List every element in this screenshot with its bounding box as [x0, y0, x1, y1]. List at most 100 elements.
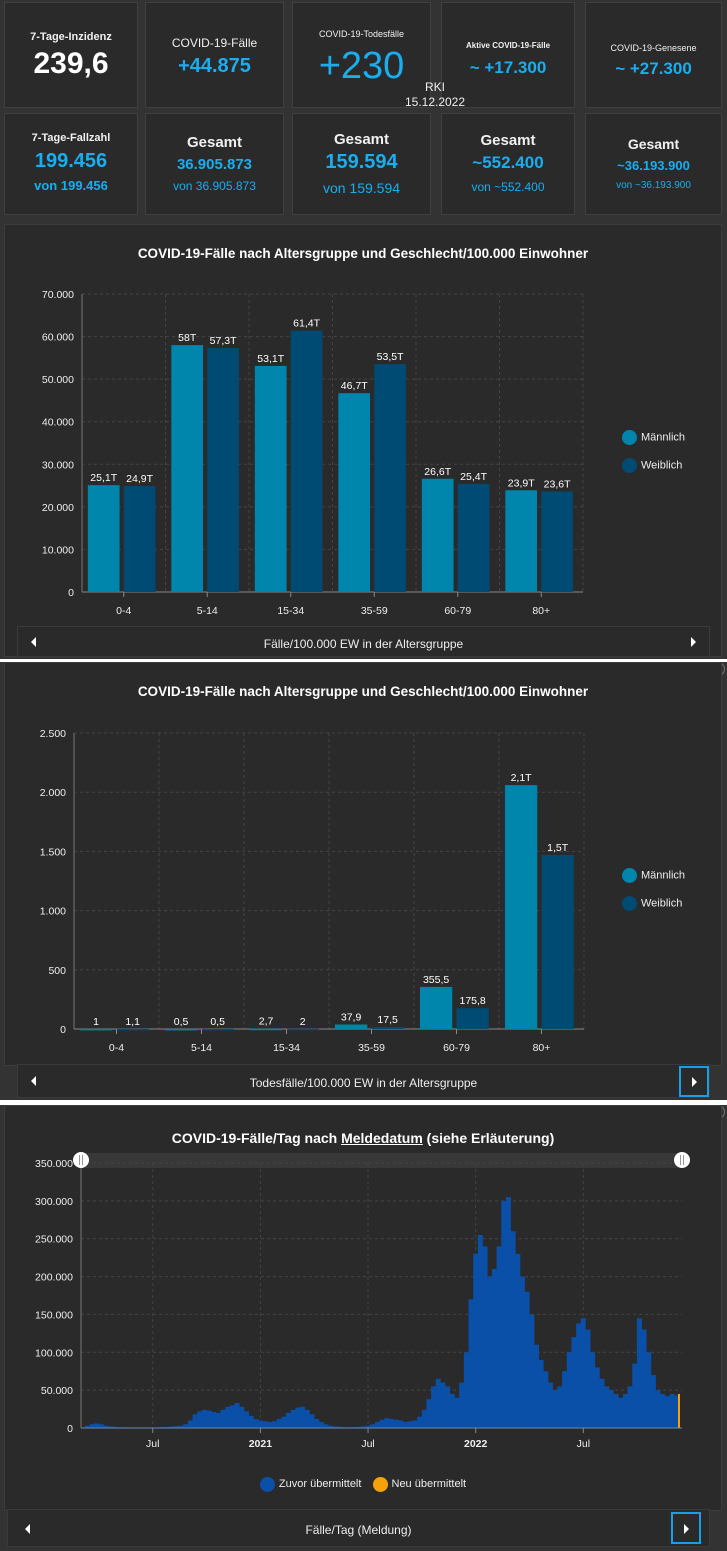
bar-prev: [650, 1375, 656, 1428]
kpi-label: COVID-19-Fälle: [171, 36, 258, 50]
bar-prev: [426, 1399, 432, 1428]
prev-arrow-icon[interactable]: [31, 1076, 36, 1086]
bar-prev: [206, 1410, 212, 1428]
data-label: 0,5: [174, 1016, 189, 1028]
legend-female[interactable]: Weiblich: [622, 896, 682, 911]
bar-prev: [571, 1337, 577, 1428]
range-slider-handle-end[interactable]: [674, 1152, 690, 1168]
x-tick-label: 35-59: [358, 1042, 385, 1054]
bar-prev: [445, 1386, 451, 1428]
next-arrow-icon[interactable]: [691, 637, 696, 647]
bar-male: [338, 393, 371, 592]
bar-male: [249, 1028, 283, 1031]
bar-prev: [211, 1412, 217, 1428]
bar-prev: [524, 1291, 530, 1428]
bar-prev: [169, 1426, 175, 1428]
y-tick-label: 70.000: [42, 289, 74, 301]
kpi-sub: von 199.456: [34, 178, 108, 193]
y-tick-label: 60.000: [42, 332, 74, 344]
kpi-card-fallzahl: 7-Tage-Fallzahl 199.456 von 199.456: [4, 113, 138, 215]
y-tick-label: 150.000: [35, 1309, 73, 1321]
bar-prev: [501, 1200, 507, 1428]
bar-female: [456, 1008, 489, 1029]
legend-male[interactable]: Männlich: [622, 430, 685, 445]
bar-prev: [384, 1418, 390, 1428]
nav-label: Fälle/Tag (Meldung): [305, 1523, 412, 1537]
bar-female: [116, 1028, 149, 1031]
bar-female: [541, 491, 573, 592]
bar-prev: [515, 1253, 521, 1428]
bar-prev: [646, 1352, 652, 1428]
y-tick-label: 0: [68, 587, 74, 599]
bar-prev: [332, 1426, 338, 1428]
kpi-card-genesene-gesamt: Gesamt ~36.193.900 von ~36.193.900: [585, 113, 722, 215]
legend-female[interactable]: Weiblich: [622, 458, 682, 473]
bar-prev: [215, 1412, 221, 1428]
bar-prev: [473, 1253, 479, 1428]
bar-prev: [314, 1418, 320, 1428]
bar-prev: [253, 1418, 259, 1428]
bar-prev: [412, 1420, 418, 1428]
kpi-sub: von 159.594: [322, 180, 401, 196]
data-label: 24,9T: [126, 473, 153, 485]
bar-prev: [585, 1329, 591, 1428]
handle-knob: [674, 1152, 690, 1168]
bar-prev: [557, 1386, 563, 1428]
kpi-label: 7-Tage-Inzidenz: [30, 31, 112, 43]
title-link-meldedatum[interactable]: Meldedatum: [341, 1130, 423, 1146]
bar-prev: [599, 1378, 605, 1428]
bar-prev: [272, 1421, 278, 1428]
x-tick-label: 35-59: [361, 605, 388, 617]
legend-new[interactable]: Neu übermittelt: [372, 1477, 466, 1492]
bar-prev: [229, 1405, 235, 1428]
bar-prev: [276, 1418, 282, 1428]
bar-male: [254, 365, 287, 592]
bar-prev: [85, 1425, 90, 1428]
legend-male[interactable]: Männlich: [622, 868, 685, 883]
y-tick-label: 2.500: [40, 728, 66, 740]
bar-prev: [113, 1426, 119, 1428]
bar-prev: [323, 1424, 329, 1428]
data-label: 23,6T: [544, 479, 571, 491]
bar-prev: [622, 1393, 628, 1428]
legend-label: Männlich: [641, 869, 686, 882]
bar-prev: [239, 1406, 245, 1428]
chart-panel-daily-cases: COVID-19-Fälle/Tag nach Meldedatum (sieh…: [4, 1105, 722, 1511]
bar-prev: [538, 1359, 544, 1428]
prev-arrow-icon[interactable]: [25, 1524, 30, 1534]
next-arrow-icon: [692, 1077, 697, 1087]
x-tick-label: 80+: [533, 1042, 551, 1054]
data-label: 46,7T: [341, 380, 368, 392]
data-label: 2,7: [259, 1016, 274, 1028]
bar-prev: [543, 1371, 549, 1428]
nav-label: Todesfälle/100.000 EW in der Altersgrupp…: [249, 1076, 478, 1090]
bar-prev: [449, 1393, 455, 1428]
data-label: 57,3T: [210, 335, 237, 347]
legend-prev[interactable]: Zuvor übermittelt: [259, 1477, 361, 1492]
bar-male: [79, 1028, 113, 1031]
y-tick-label: 200.000: [35, 1272, 73, 1284]
bar-prev: [173, 1426, 179, 1428]
next-button[interactable]: [679, 1066, 709, 1097]
title-suffix: (siehe Erläuterung): [422, 1130, 555, 1146]
bar-prev: [468, 1299, 474, 1428]
x-tick-label: 15-34: [277, 605, 304, 617]
next-button[interactable]: [671, 1512, 701, 1544]
bar-new: [678, 1393, 680, 1428]
data-label: 53,1T: [257, 353, 284, 365]
chart-panel-cases-by-age: COVID-19-Fälle nach Altersgruppe und Ges…: [4, 224, 722, 657]
bar-male: [87, 485, 120, 592]
x-tick-label: 15-34: [273, 1042, 300, 1054]
prev-arrow-icon[interactable]: [31, 637, 36, 647]
kpi-value: 239,6: [33, 47, 109, 80]
kpi-label: Aktive COVID-19-Fälle: [465, 41, 551, 50]
kpi-label: Gesamt: [186, 134, 243, 151]
bar-prev: [477, 1234, 483, 1428]
range-slider-handle-start[interactable]: [73, 1152, 89, 1168]
y-tick-label: 50.000: [41, 1385, 73, 1397]
source-date: 15.12.2022: [404, 95, 466, 109]
bar-prev: [632, 1363, 638, 1428]
data-label: 61,4T: [293, 318, 320, 330]
kpi-label: 7-Tage-Fallzahl: [31, 132, 111, 144]
x-tick-label: 5-14: [197, 605, 218, 617]
